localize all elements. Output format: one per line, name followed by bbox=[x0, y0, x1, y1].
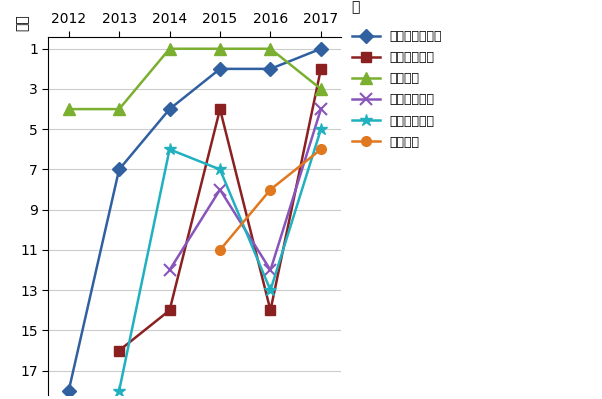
富山大学 bbox=[216, 46, 223, 51]
名古屋市立大学 bbox=[65, 388, 72, 393]
X-axis label: 年: 年 bbox=[352, 1, 360, 15]
Line: 崇城大学: 崇城大学 bbox=[215, 144, 326, 255]
北海学園大学 bbox=[166, 268, 173, 273]
静岡県立大学 bbox=[267, 288, 274, 292]
東京工科大学 bbox=[267, 308, 274, 313]
富山大学 bbox=[166, 46, 173, 51]
東京工科大学 bbox=[216, 107, 223, 111]
名古屋市立大学 bbox=[317, 46, 324, 51]
富山大学 bbox=[317, 87, 324, 91]
富山大学 bbox=[65, 107, 72, 111]
Line: 東京工科大学: 東京工科大学 bbox=[114, 64, 326, 356]
北海学園大学 bbox=[216, 187, 223, 192]
崇城大学 bbox=[216, 247, 223, 252]
富山大学 bbox=[267, 46, 274, 51]
静岡県立大学 bbox=[216, 167, 223, 172]
東京工科大学 bbox=[116, 348, 123, 353]
Line: 静岡県立大学: 静岡県立大学 bbox=[113, 123, 327, 397]
名古屋市立大学 bbox=[216, 67, 223, 71]
Legend: 名古屋市立大学, 東京工科大学, 富山大学, 北海学園大学, 静岡県立大学, 崇城大学: 名古屋市立大学, 東京工科大学, 富山大学, 北海学園大学, 静岡県立大学, 崇… bbox=[347, 25, 447, 154]
Line: 北海学園大学: 北海学園大学 bbox=[164, 104, 326, 276]
静岡県立大学 bbox=[317, 127, 324, 132]
北海学園大学 bbox=[317, 107, 324, 111]
東京工科大学 bbox=[317, 67, 324, 71]
静岡県立大学 bbox=[116, 388, 123, 393]
富山大学 bbox=[116, 107, 123, 111]
北海学園大学 bbox=[267, 268, 274, 273]
名古屋市立大学 bbox=[116, 167, 123, 172]
静岡県立大学 bbox=[166, 147, 173, 152]
名古屋市立大学 bbox=[267, 67, 274, 71]
崇城大学 bbox=[267, 187, 274, 192]
東京工科大学 bbox=[166, 308, 173, 313]
Line: 名古屋市立大学: 名古屋市立大学 bbox=[64, 44, 326, 396]
Line: 富山大学: 富山大学 bbox=[63, 43, 326, 115]
Y-axis label: 順位: 順位 bbox=[16, 14, 29, 31]
名古屋市立大学 bbox=[166, 107, 173, 111]
崇城大学 bbox=[317, 147, 324, 152]
